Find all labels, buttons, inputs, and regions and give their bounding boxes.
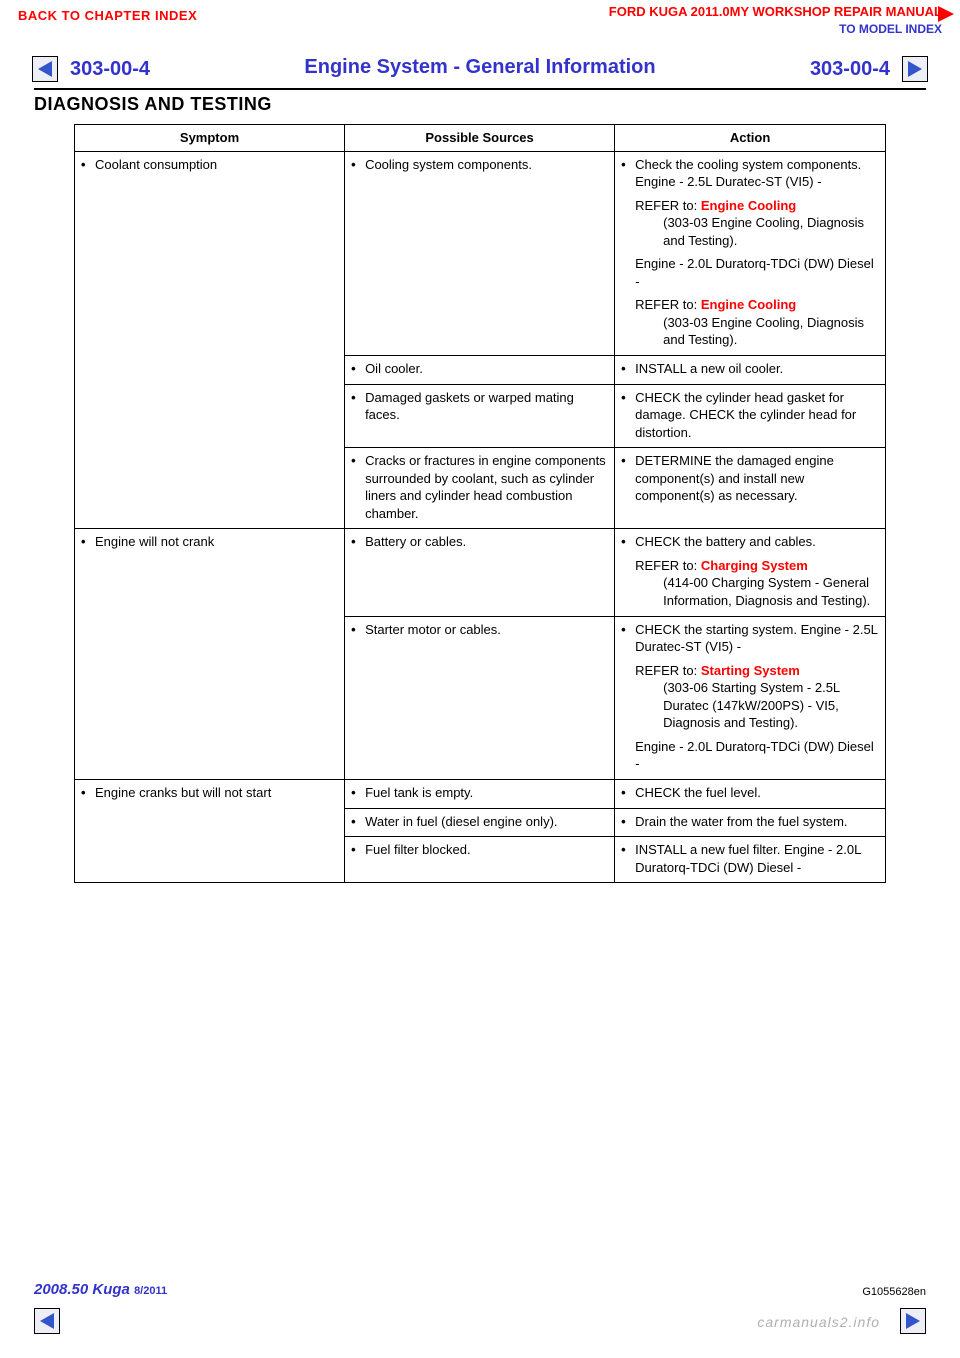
section-code-left: 303-00-4 (70, 58, 150, 81)
refer-label: REFER to: (635, 198, 701, 213)
refer-link[interactable]: Engine Cooling (701, 198, 796, 213)
footer-left: 2008.50 Kuga 8/2011 (34, 1281, 167, 1298)
action-text: INSTALL a new fuel filter. Engine - 2.0L… (635, 841, 879, 876)
back-to-chapter-link[interactable]: BACK TO CHAPTER INDEX (18, 8, 197, 23)
col-symptom: Symptom (75, 125, 345, 152)
refer-tail: (303-06 Starting System - 2.5L Duratec (… (663, 679, 879, 732)
nav-next-button[interactable] (902, 56, 928, 82)
refer-tail: (414-00 Charging System - General Inform… (663, 574, 879, 609)
symptom-text: Engine will not crank (95, 533, 338, 551)
source-text: Oil cooler. (365, 360, 608, 378)
arrow-right-icon (938, 6, 954, 22)
refer-tail: (303-03 Engine Cooling, Diagnosis and Te… (663, 314, 879, 349)
source-text: Cracks or fractures in engine components… (365, 452, 608, 522)
manual-title: FORD KUGA 2011.0MY WORKSHOP REPAIR MANUA… (609, 4, 942, 19)
nav-prev-button-bottom[interactable] (34, 1308, 60, 1334)
table-row: •Coolant consumption •Cooling system com… (75, 151, 886, 355)
source-text: Fuel filter blocked. (365, 841, 608, 859)
table-row: •Engine will not crank •Battery or cable… (75, 529, 886, 616)
section-title: Engine System - General Information (304, 56, 655, 79)
chevron-right-icon (906, 1313, 920, 1329)
action-text: Drain the water from the fuel system. (635, 813, 879, 831)
refer-label: REFER to: (635, 297, 701, 312)
header-rule (34, 88, 926, 90)
action-mid: Engine - 2.0L Duratorq-TDCi (DW) Diesel … (635, 255, 879, 290)
symptom-table: Symptom Possible Sources Action •Coolant… (74, 124, 886, 883)
refer-label: REFER to: (635, 663, 701, 678)
action-text: INSTALL a new oil cooler. (635, 360, 879, 378)
diagnosis-testing-heading: DIAGNOSIS AND TESTING (34, 94, 272, 115)
refer-link[interactable]: Charging System (701, 558, 808, 573)
action-text: CHECK the starting system. Engine - 2.5L… (635, 621, 879, 656)
symptom-text: Coolant consumption (95, 156, 338, 174)
table-header-row: Symptom Possible Sources Action (75, 125, 886, 152)
footer-right: G1055628en (862, 1286, 926, 1298)
source-text: Starter motor or cables. (365, 621, 608, 639)
source-text: Damaged gaskets or warped mating faces. (365, 389, 608, 424)
page-footer: 2008.50 Kuga 8/2011 G1055628en (34, 1281, 926, 1298)
action-mid: Engine - 2.0L Duratorq-TDCi (DW) Diesel … (635, 738, 879, 773)
source-text: Water in fuel (diesel engine only). (365, 813, 608, 831)
page-header: 303-00-4 Engine System - General Informa… (70, 52, 890, 79)
action-text: CHECK the battery and cables. (635, 533, 879, 551)
symptom-text: Engine cranks but will not start (95, 784, 338, 802)
action-text: CHECK the fuel level. (635, 784, 879, 802)
table-row: •Engine cranks but will not start •Fuel … (75, 779, 886, 808)
section-code-right: 303-00-4 (810, 58, 890, 81)
nav-next-button-bottom[interactable] (900, 1308, 926, 1334)
source-text: Cooling system components. (365, 156, 608, 174)
chevron-left-icon (38, 61, 52, 77)
top-bar: BACK TO CHAPTER INDEX FORD KUGA 2011.0MY… (0, 0, 960, 36)
source-text: Battery or cables. (365, 533, 608, 551)
action-text: DETERMINE the damaged engine component(s… (635, 452, 879, 505)
model-index-link[interactable]: TO MODEL INDEX (839, 22, 942, 36)
refer-tail: (303-03 Engine Cooling, Diagnosis and Te… (663, 214, 879, 249)
nav-prev-button[interactable] (32, 56, 58, 82)
refer-label: REFER to: (635, 558, 701, 573)
refer-link[interactable]: Engine Cooling (701, 297, 796, 312)
col-action: Action (615, 125, 886, 152)
refer-link[interactable]: Starting System (701, 663, 800, 678)
chevron-left-icon (40, 1313, 54, 1329)
content-area: Symptom Possible Sources Action •Coolant… (74, 124, 886, 883)
action-text: CHECK the cylinder head gasket for damag… (635, 389, 879, 442)
chevron-right-icon (908, 61, 922, 77)
source-text: Fuel tank is empty. (365, 784, 608, 802)
col-possible-sources: Possible Sources (345, 125, 615, 152)
watermark-text: carmanuals2.info (757, 1314, 880, 1330)
action-text: Check the cooling system components. Eng… (635, 156, 879, 191)
